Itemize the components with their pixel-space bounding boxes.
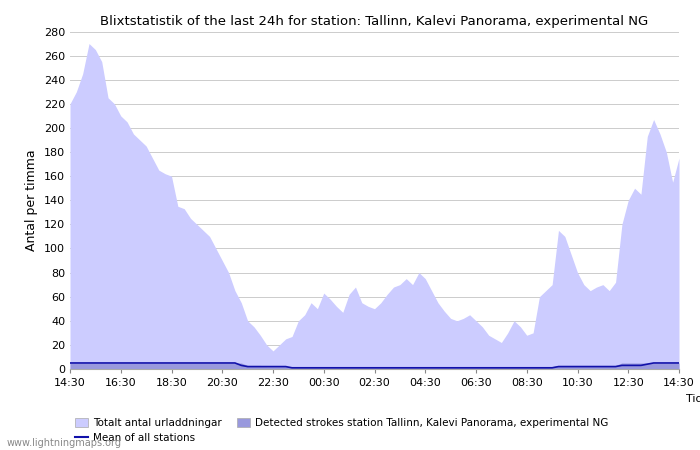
Legend: Totalt antal urladdningar, Mean of all stations, Detected strokes station Tallin: Totalt antal urladdningar, Mean of all s…	[75, 418, 608, 443]
Title: Blixtstatistik of the last 24h for station: Tallinn, Kalevi Panorama, experiment: Blixtstatistik of the last 24h for stati…	[100, 14, 649, 27]
Y-axis label: Antal per timma: Antal per timma	[25, 149, 38, 251]
Text: Tid: Tid	[686, 394, 700, 404]
Text: www.lightningmaps.org: www.lightningmaps.org	[7, 438, 122, 448]
